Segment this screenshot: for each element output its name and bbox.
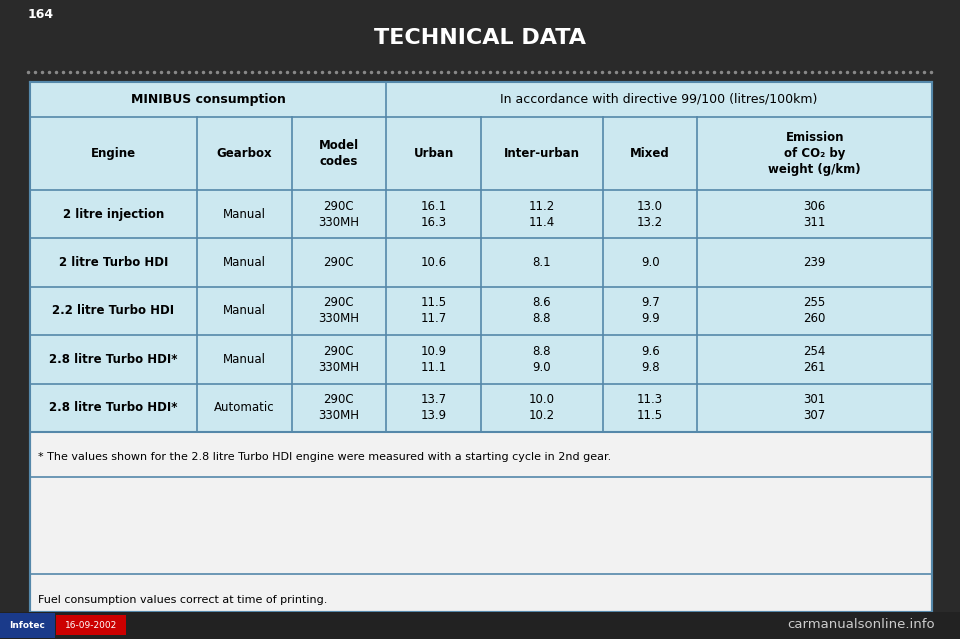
Text: 8.1: 8.1: [533, 256, 551, 269]
Bar: [0, 612, 960, 639]
Text: 11.2
11.4: 11.2 11.4: [529, 200, 555, 229]
Text: 9.6
9.8: 9.6 9.8: [640, 345, 660, 374]
Text: TECHNICAL DATA: TECHNICAL DATA: [374, 28, 586, 48]
Text: 2.8 litre Turbo HDI*: 2.8 litre Turbo HDI*: [49, 401, 178, 414]
Text: 255
260: 255 260: [804, 296, 826, 325]
Text: 13.0
13.2: 13.0 13.2: [637, 200, 663, 229]
Text: 9.0: 9.0: [641, 256, 660, 269]
Text: 8.8
9.0: 8.8 9.0: [533, 345, 551, 374]
Text: MINIBUS consumption: MINIBUS consumption: [131, 93, 285, 106]
Text: Model
codes: Model codes: [319, 139, 359, 168]
Text: Urban: Urban: [414, 147, 454, 160]
Text: 11.5
11.7: 11.5 11.7: [420, 296, 446, 325]
Text: 290C
330MH: 290C 330MH: [319, 393, 359, 422]
Text: Manual: Manual: [223, 353, 266, 366]
Text: Gearbox: Gearbox: [216, 147, 272, 160]
Text: Fuel consumption values correct at time of printing.: Fuel consumption values correct at time …: [38, 595, 327, 605]
Text: 306
311: 306 311: [804, 200, 826, 229]
Text: 254
261: 254 261: [804, 345, 826, 374]
Text: 239: 239: [804, 256, 826, 269]
Text: 2 litre injection: 2 litre injection: [62, 208, 164, 220]
Text: 10.0
10.2: 10.0 10.2: [529, 393, 555, 422]
Bar: [30, 82, 932, 612]
Text: 13.7
13.9: 13.7 13.9: [420, 393, 446, 422]
Text: 2.2 litre Turbo HDI: 2.2 litre Turbo HDI: [53, 305, 175, 318]
Text: Mixed: Mixed: [631, 147, 670, 160]
Text: 16.1
16.3: 16.1 16.3: [420, 200, 446, 229]
Text: Emission
of CO₂ by
weight (g/km): Emission of CO₂ by weight (g/km): [768, 131, 861, 176]
Text: Manual: Manual: [223, 256, 266, 269]
Text: Manual: Manual: [223, 305, 266, 318]
Text: Engine: Engine: [91, 147, 136, 160]
Text: Infotec: Infotec: [9, 620, 45, 629]
Text: 10.6: 10.6: [420, 256, 446, 269]
Text: 290C
330MH: 290C 330MH: [319, 345, 359, 374]
Text: 290C
330MH: 290C 330MH: [319, 200, 359, 229]
Text: carmanualsonline.info: carmanualsonline.info: [787, 619, 935, 631]
Text: 10.9
11.1: 10.9 11.1: [420, 345, 446, 374]
Text: 290C
330MH: 290C 330MH: [319, 296, 359, 325]
Text: 2 litre Turbo HDI: 2 litre Turbo HDI: [59, 256, 168, 269]
Text: Inter-urban: Inter-urban: [504, 147, 580, 160]
Text: Automatic: Automatic: [214, 401, 275, 414]
Text: 301
307: 301 307: [804, 393, 826, 422]
Bar: [30, 82, 932, 432]
Text: 8.6
8.8: 8.6 8.8: [533, 296, 551, 325]
Text: * The values shown for the 2.8 litre Turbo HDI engine were measured with a start: * The values shown for the 2.8 litre Tur…: [38, 452, 612, 462]
Bar: [0, 613, 55, 638]
Text: 2.8 litre Turbo HDI*: 2.8 litre Turbo HDI*: [49, 353, 178, 366]
Text: 164: 164: [28, 8, 54, 20]
Text: 11.3
11.5: 11.3 11.5: [637, 393, 663, 422]
Bar: [56, 615, 126, 635]
Text: 290C: 290C: [324, 256, 354, 269]
Text: In accordance with directive 99/100 (litres/100km): In accordance with directive 99/100 (lit…: [500, 93, 818, 106]
Text: 9.7
9.9: 9.7 9.9: [640, 296, 660, 325]
Text: Manual: Manual: [223, 208, 266, 220]
Text: 16-09-2002: 16-09-2002: [65, 620, 117, 629]
